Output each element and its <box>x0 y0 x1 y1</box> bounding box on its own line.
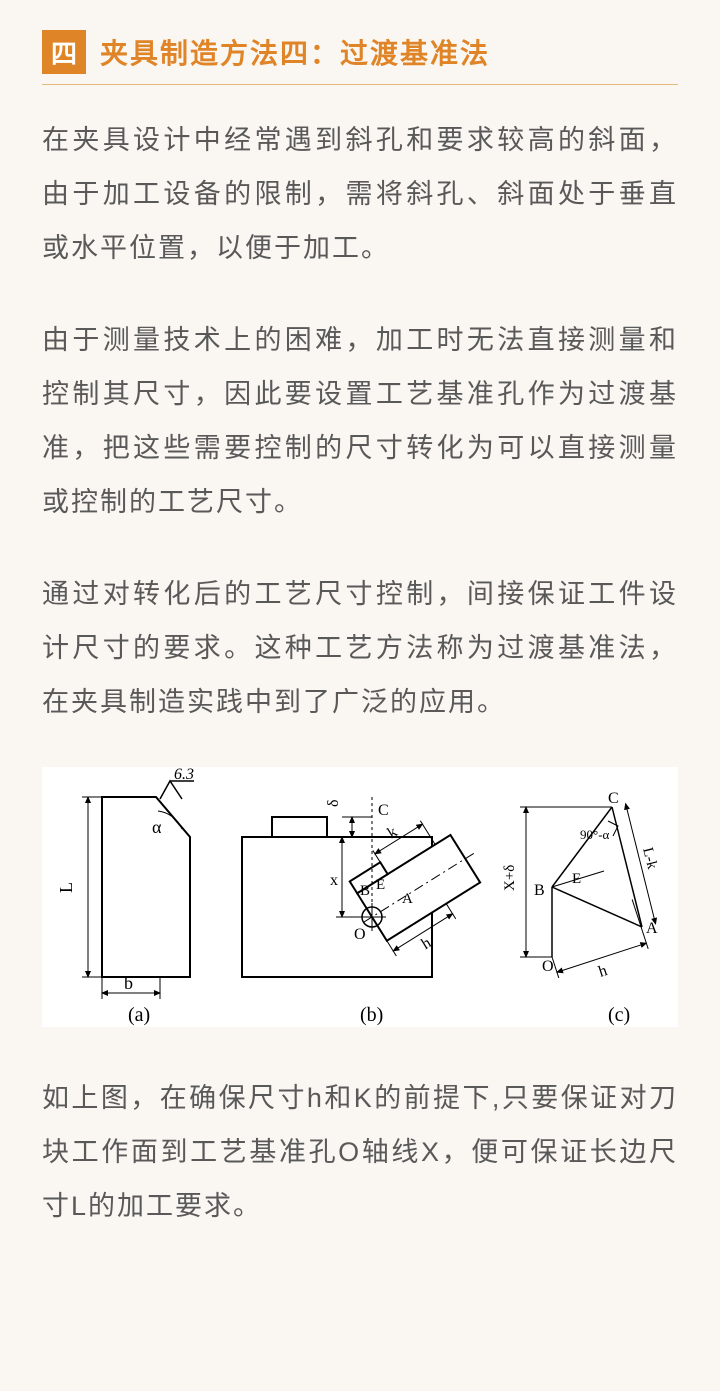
label-A-c: A <box>646 920 658 937</box>
label-x: x <box>330 872 338 889</box>
label-E-b: E <box>376 877 385 893</box>
paragraph-4: 如上图，在确保尺寸h和K的前提下,只要保证对刀块工作面到工艺基准孔O轴线X，便可… <box>42 1071 678 1233</box>
label-A-b: A <box>402 891 413 907</box>
paragraph-3: 通过对转化后的工艺尺寸控制，间接保证工件设计尺寸的要求。这种工艺方法称为过渡基准… <box>42 567 678 729</box>
caption-a: (a) <box>128 1004 150 1026</box>
section-divider <box>42 84 678 85</box>
label-L: L <box>56 882 76 893</box>
label-C-b: C <box>378 802 389 819</box>
paragraph-2: 由于测量技术上的困难，加工时无法直接测量和控制其尺寸，因此要设置工艺基准孔作为过… <box>42 313 678 529</box>
label-B-b: B <box>360 883 370 899</box>
engineering-diagram: 6.3 α L b (a) k <box>42 767 678 1027</box>
label-b: b <box>124 973 133 993</box>
label-xdelta: X+δ <box>502 865 518 891</box>
label-delta: δ <box>325 799 342 807</box>
label-ninety-minus-alpha: 90°-α <box>580 827 610 842</box>
label-O-c: O <box>542 958 554 975</box>
label-O-b: O <box>354 926 366 943</box>
caption-c: (c) <box>608 1004 630 1026</box>
label-C-c: C <box>608 790 619 807</box>
section-badge: 四 <box>42 30 86 74</box>
label-B-c: B <box>534 882 545 899</box>
caption-b: (b) <box>360 1004 383 1026</box>
section-title: 夹具制造方法四：过渡基准法 <box>100 32 490 72</box>
label-E-c: E <box>572 871 581 887</box>
label-alpha: α <box>152 817 162 837</box>
paragraph-1: 在夹具设计中经常遇到斜孔和要求较高的斜面，由于加工设备的限制，需将斜孔、斜面处于… <box>42 113 678 275</box>
section-header: 四 夹具制造方法四：过渡基准法 <box>42 30 678 74</box>
label-surface-finish: 6.3 <box>174 767 194 783</box>
